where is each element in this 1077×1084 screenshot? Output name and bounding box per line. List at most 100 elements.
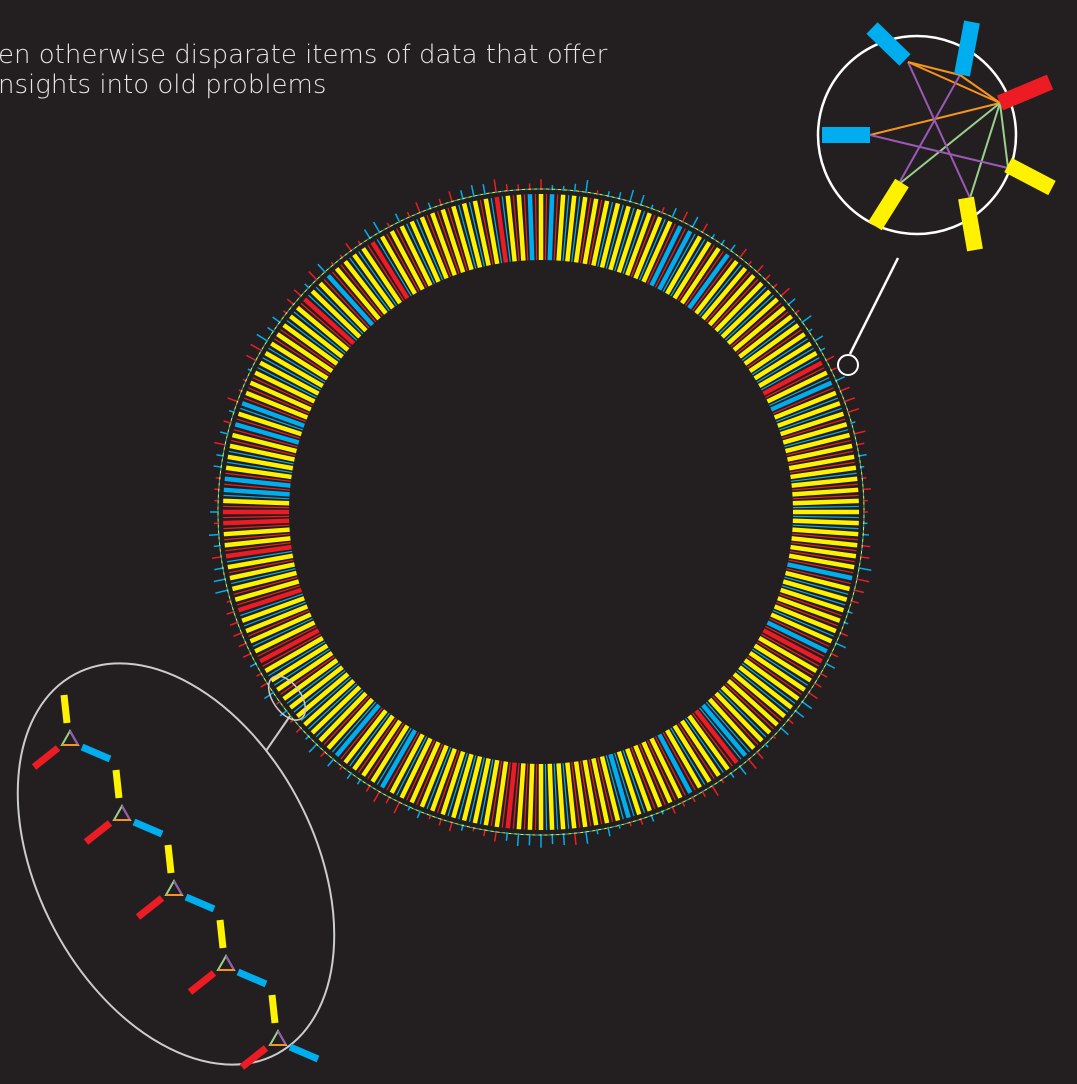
triad-node — [168, 845, 171, 873]
ring-bar — [792, 530, 858, 535]
ring-tick — [294, 290, 302, 297]
ring-bar — [793, 501, 859, 503]
ring-tick — [814, 336, 823, 341]
ring-bar — [792, 490, 858, 495]
ring-tick — [214, 443, 226, 445]
ring-bar — [226, 468, 291, 477]
ring-bar — [519, 763, 524, 829]
ring-tick — [586, 831, 588, 844]
ring-tick — [212, 557, 222, 558]
ring-tick — [802, 701, 812, 708]
ring-tick — [748, 759, 756, 769]
ring-link — [545, 194, 546, 260]
ring-tick — [346, 243, 352, 251]
ring-tick — [374, 222, 380, 233]
ring-tick — [483, 184, 485, 195]
zoom-connector — [850, 258, 898, 354]
ring-bar — [550, 194, 552, 260]
ring-link — [545, 764, 546, 830]
ring-tick — [472, 185, 475, 197]
ring-tick — [858, 568, 871, 570]
ring-tick — [844, 398, 855, 402]
ring-bar — [550, 764, 552, 830]
page: en otherwise disparate items of data tha… — [0, 0, 1077, 1084]
network-diagram — [0, 0, 1077, 1084]
ring-tick — [495, 831, 496, 842]
ring-tick — [394, 801, 400, 813]
zoom-marker — [838, 355, 858, 375]
ring-tick — [209, 534, 220, 535]
ring-edge — [218, 189, 864, 835]
ring-bar — [576, 762, 585, 827]
ring-tick — [518, 833, 519, 846]
ring-tick — [494, 179, 496, 193]
ring-bar — [224, 530, 290, 535]
ring-bar — [497, 762, 506, 827]
ring-bar — [576, 197, 585, 262]
ring-tick — [795, 710, 804, 717]
ring-tick — [672, 208, 676, 218]
ring-tick — [641, 195, 644, 206]
ring-bar — [793, 521, 859, 523]
ring-tick — [780, 727, 788, 734]
ring-tick — [449, 191, 452, 202]
ring-bar — [223, 521, 289, 523]
ring-tick — [318, 264, 326, 273]
ring-tick — [856, 579, 869, 582]
ring-tick — [835, 643, 846, 648]
ring-bar — [791, 468, 856, 477]
ring-tick — [682, 212, 687, 223]
ring-tick — [374, 791, 380, 802]
ring-tick — [228, 398, 239, 402]
ring-tick — [586, 180, 588, 193]
ring-bar — [530, 764, 532, 830]
ring-bar — [519, 195, 524, 261]
ring — [209, 179, 871, 848]
ring-tick — [712, 785, 719, 796]
ring-tick — [739, 249, 746, 258]
ring-tick — [214, 579, 226, 582]
ring-tick — [215, 590, 228, 593]
caption-line: nsights into old problems — [0, 70, 326, 100]
ring-tick — [416, 202, 420, 213]
ring-tick — [802, 316, 812, 323]
ring-link — [535, 764, 536, 830]
ring-tick — [840, 387, 850, 391]
triad-node — [64, 695, 67, 723]
ring-bar — [224, 490, 290, 495]
ring-edge — [218, 189, 864, 835]
ring-tick — [739, 766, 746, 775]
ring-tick — [365, 230, 371, 239]
ring-tick — [808, 692, 817, 698]
triad-node — [220, 920, 223, 948]
triad-node — [116, 770, 119, 798]
ring-bar — [226, 547, 291, 556]
ring-bar — [223, 501, 289, 503]
ring-tick — [246, 355, 256, 360]
ring-tick — [575, 832, 576, 845]
ring-bar — [559, 763, 564, 829]
ring-bar — [497, 197, 506, 262]
ring-tick — [853, 431, 865, 434]
ring-bar — [791, 547, 856, 556]
ring-tick — [853, 590, 863, 593]
ring-tick — [309, 271, 318, 280]
ring-tick — [702, 224, 707, 233]
ring-link — [223, 506, 289, 507]
ring-link — [535, 194, 536, 260]
ring-link — [793, 516, 859, 517]
ring-tick — [257, 334, 268, 341]
ring-bar — [559, 195, 564, 261]
ring-tick — [835, 377, 845, 381]
ring-tick — [251, 344, 263, 351]
ring-tick — [825, 663, 835, 668]
ring-tick — [780, 288, 789, 296]
ring-tick — [847, 409, 859, 413]
triad-node — [272, 995, 275, 1023]
ring-tick — [692, 217, 698, 228]
ring-tick — [630, 190, 634, 203]
ring-tick — [309, 744, 317, 753]
triad-node — [290, 1047, 318, 1059]
ring-bar — [530, 194, 532, 260]
ring-tick — [563, 833, 564, 845]
